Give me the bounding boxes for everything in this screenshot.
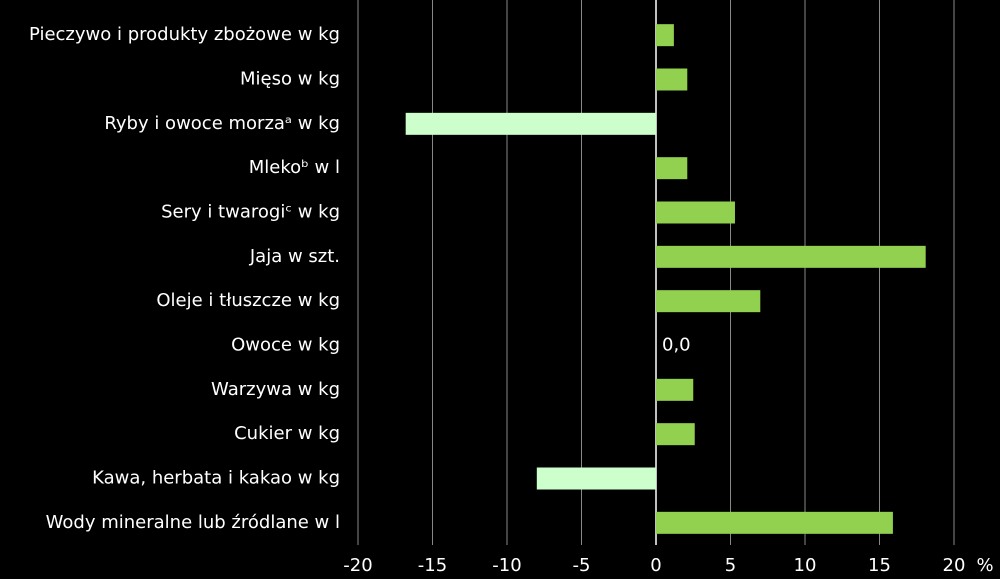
bar	[656, 201, 735, 224]
x-tick-label: 0	[650, 555, 661, 576]
x-tick-label: -5	[573, 555, 591, 576]
x-tick-label: 20	[943, 555, 966, 576]
bar	[656, 157, 688, 180]
bar	[656, 245, 926, 268]
y-tick-label: Pieczywo i produkty zbożowe w kg	[29, 24, 340, 45]
y-tick-label: Wody mineralne lub źródlane w l	[46, 512, 340, 533]
value-label: 0,0	[662, 335, 691, 356]
bar	[536, 467, 656, 490]
x-tick-label: 10	[794, 555, 817, 576]
y-tick-label: Sery i twarogiᶜ w kg	[161, 202, 340, 223]
y-tick-label: Owoce w kg	[231, 335, 340, 356]
y-tick-label: Oleje i tłuszcze w kg	[156, 290, 340, 311]
x-tick-label: 5	[725, 555, 736, 576]
y-tick-label: Mięso w kg	[240, 69, 340, 90]
y-tick-label: Ryby i owoce morzaᵃ w kg	[104, 113, 340, 134]
bar	[656, 24, 674, 47]
y-tick-label: Jaja w szt.	[249, 246, 340, 267]
bar	[656, 378, 694, 401]
y-tick-label: Cukier w kg	[234, 423, 340, 444]
bar	[656, 511, 893, 534]
y-tick-label: Warzywa w kg	[211, 379, 340, 400]
bar	[656, 290, 761, 313]
x-tick-label: 15	[868, 555, 891, 576]
x-tick-label: -10	[492, 555, 521, 576]
y-tick-label: Kawa, herbata i kakao w kg	[92, 468, 340, 489]
bar	[656, 423, 695, 446]
bar	[656, 68, 688, 91]
x-tick-label: -15	[418, 555, 447, 576]
x-axis-label: %	[976, 555, 993, 576]
y-tick-label: Mlekoᵇ w l	[249, 157, 340, 178]
x-tick-label: -20	[343, 555, 372, 576]
bar	[405, 112, 656, 135]
